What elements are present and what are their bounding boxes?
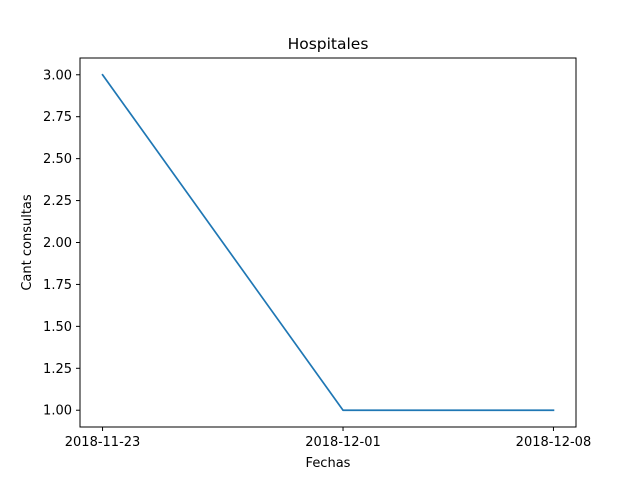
series-line [101,73,555,412]
y-tick-label: 1.75 [43,278,72,293]
y-tick-label: 2.00 [43,236,72,251]
chart-title: Hospitales [288,35,369,53]
plot-area [80,58,576,427]
x-axis-label: Fechas [306,456,351,471]
x-axis-ticks: 2018-11-23 2018-12-01 2018-12-08 [65,427,591,450]
x-tick-label: 2018-11-23 [65,435,141,450]
y-tick-label: 2.75 [43,110,72,125]
plot-frame [79,57,577,428]
y-tick-label: 2.50 [43,152,72,167]
y-axis-label: Cant consultas [20,194,35,291]
y-tick-label: 3.00 [43,68,72,83]
y-tick-label: 1.50 [43,320,72,335]
series-group [101,73,555,412]
y-tick-label: 1.00 [43,404,72,419]
y-axis-ticks: 1.00 1.25 1.50 1.75 2.00 2.25 2.50 2.75 3.00 [43,68,80,419]
x-tick-label: 2018-12-01 [305,435,381,450]
y-tick-label: 1.25 [43,362,72,377]
x-tick-label: 2018-12-08 [516,435,592,450]
y-tick-label: 2.25 [43,194,72,209]
